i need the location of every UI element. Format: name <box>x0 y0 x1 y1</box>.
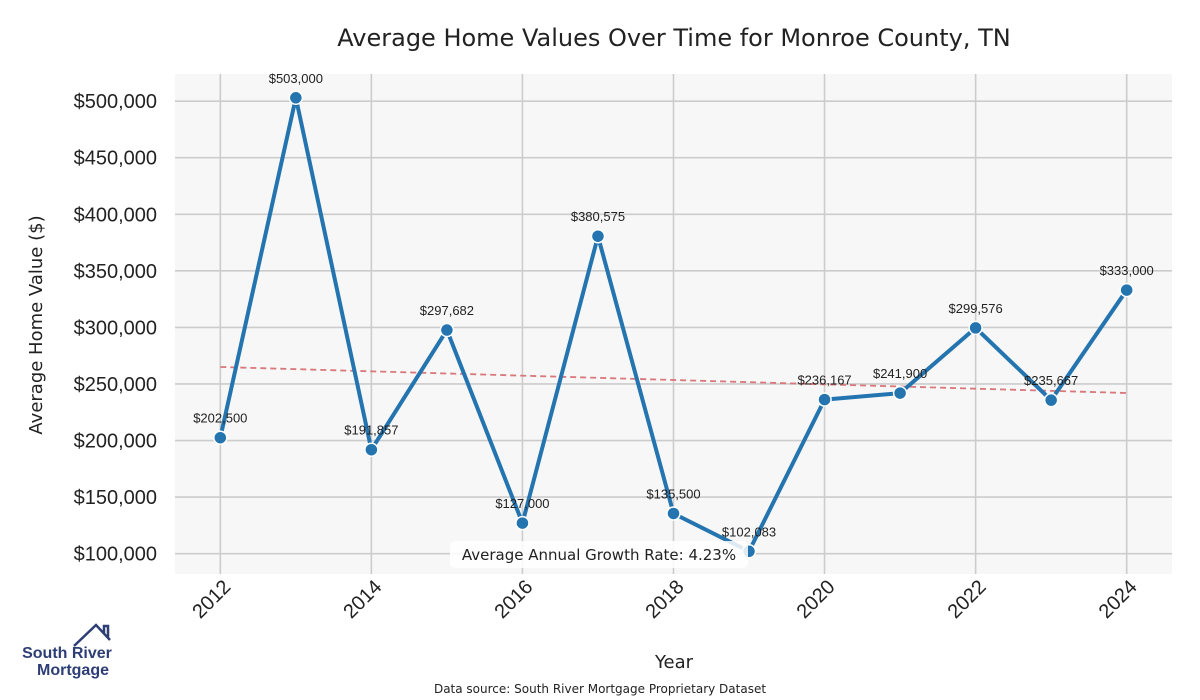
data-point <box>817 392 832 407</box>
x-tick-label: 2020 <box>793 576 840 623</box>
data-point <box>590 228 606 244</box>
data-label: $235,667 <box>1024 373 1078 388</box>
y-tick-label: $350,000 <box>74 261 157 283</box>
data-labels: $202,500 $503,000 $191,857 $297,682 $127,000… <box>193 71 1154 540</box>
y-axis-ticks: $100,000 $150,000 $200,000 $250,000 $300,000… <box>74 91 157 565</box>
data-label: $333,000 <box>1100 263 1154 278</box>
annotation-text: Average Annual Growth Rate: 4.23% <box>462 546 736 564</box>
x-axis-ticks: 2012 2014 2016 2018 2020 2022 2024 <box>188 576 1141 623</box>
x-tick-label: 2014 <box>339 576 386 623</box>
data-label: $127,000 <box>495 496 549 511</box>
x-tick-label: 2016 <box>490 576 537 623</box>
y-tick-label: $300,000 <box>74 317 157 339</box>
y-tick-label: $400,000 <box>74 204 157 226</box>
data-point <box>439 322 455 338</box>
data-point <box>892 385 908 401</box>
y-tick-label: $150,000 <box>74 487 157 509</box>
data-label: $236,167 <box>797 373 851 388</box>
data-label: $202,500 <box>193 411 247 426</box>
data-label: $380,575 <box>571 209 625 224</box>
house-roof-icon <box>73 623 111 647</box>
data-label: $191,857 <box>344 423 398 438</box>
data-label: $299,576 <box>949 301 1003 316</box>
logo-line-2: Mortgage <box>37 662 109 679</box>
annotation-box <box>450 541 748 568</box>
data-label: $102,083 <box>722 524 776 539</box>
y-tick-label: $200,000 <box>74 431 157 453</box>
data-point <box>1043 392 1059 408</box>
data-points <box>213 90 1134 559</box>
data-label: $297,682 <box>420 303 474 318</box>
data-point <box>968 320 983 336</box>
x-tick-label: 2022 <box>944 576 991 623</box>
x-tick-label: 2018 <box>642 576 689 623</box>
data-point <box>666 506 681 521</box>
x-tick-label: 2024 <box>1095 576 1142 623</box>
x-tick-label: 2012 <box>188 576 235 623</box>
y-tick-label: $100,000 <box>74 544 157 566</box>
logo-line-1: South River <box>22 645 112 662</box>
chart-title: Average Home Values Over Time for Monroe… <box>337 24 1010 52</box>
trend-line <box>220 366 1127 394</box>
data-point <box>364 442 379 457</box>
x-axis-title: Year <box>654 652 694 673</box>
growth-rate-annotation: Average Annual Growth Rate: 4.23% <box>450 541 748 568</box>
data-label: $241,900 <box>873 366 927 381</box>
y-tick-label: $450,000 <box>74 148 157 170</box>
data-point <box>515 515 530 531</box>
y-tick-label: $500,000 <box>74 91 157 113</box>
company-logo: South River Mortgage <box>22 623 112 679</box>
data-point <box>288 90 304 106</box>
data-source-note: Data source: South River Mortgage Propri… <box>434 682 766 696</box>
y-axis-title: Average Home Value ($) <box>26 215 47 434</box>
data-point <box>213 430 228 445</box>
data-label: $135,500 <box>646 486 700 501</box>
data-label: $503,000 <box>269 71 323 86</box>
data-point <box>1119 282 1134 298</box>
y-tick-label: $250,000 <box>74 374 157 396</box>
